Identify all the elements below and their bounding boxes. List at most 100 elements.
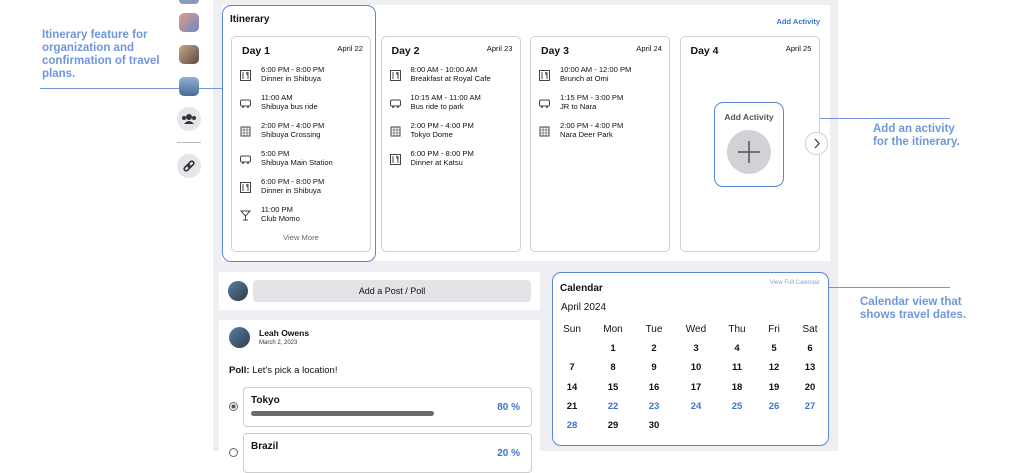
day-title: Day 3 <box>541 45 570 57</box>
avatar[interactable] <box>179 0 199 4</box>
item-time: 2:00 PM - 4:00 PM <box>261 121 325 130</box>
calendar-day[interactable]: 6 <box>807 343 813 354</box>
calendar-day[interactable]: 24 <box>690 400 702 412</box>
weekday: Fri <box>768 324 780 335</box>
calendar-day[interactable]: 7 <box>569 362 575 374</box>
item-time: 5:00 PM <box>261 149 290 158</box>
poll-option[interactable]: Tokyo 80 % <box>243 387 532 427</box>
add-activity-label: Add Activity <box>724 112 774 122</box>
radio[interactable] <box>229 448 238 457</box>
weekday: Mon <box>603 324 623 335</box>
weekday: Wed <box>685 324 707 335</box>
annotation: Add an activity for the itinerary. <box>873 123 960 148</box>
item-place: Bus ride to park <box>410 102 464 111</box>
view-more[interactable]: View More <box>283 233 319 242</box>
item-icon <box>240 152 251 164</box>
poll-card <box>219 320 540 451</box>
item-icon <box>539 96 550 108</box>
trip-thumb[interactable] <box>179 45 199 64</box>
item-place: JR to Nara <box>560 102 597 111</box>
option-name: Brazil <box>251 441 279 452</box>
poll-question: Let's pick a location! <box>252 365 338 376</box>
day-title: Day 2 <box>391 45 420 57</box>
day-date: April 24 <box>636 44 662 53</box>
item-time: 2:00 PM - 4:00 PM <box>560 121 624 130</box>
annotation-line <box>40 88 222 89</box>
item-time: 6:00 PM - 8:00 PM <box>410 149 474 158</box>
calendar-day[interactable]: 1 <box>610 343 616 354</box>
radio[interactable] <box>229 402 238 411</box>
item-icon <box>390 124 401 137</box>
item-time: 2:00 PM - 4:00 PM <box>410 121 474 130</box>
item-icon <box>240 180 251 193</box>
calendar-day[interactable]: 27 <box>804 400 816 412</box>
calendar-day[interactable]: 18 <box>731 381 743 393</box>
page: Itinerary feature for organization and c… <box>40 0 967 473</box>
calendar-day[interactable]: 12 <box>768 362 780 374</box>
item-place: Brunch at Omi <box>560 74 609 83</box>
calendar-day[interactable]: 13 <box>804 362 816 374</box>
calendar-day[interactable]: 2 <box>651 343 657 354</box>
item-icon <box>240 96 251 108</box>
item-time: 10:00 AM - 12:00 PM <box>560 65 632 74</box>
weekday: Thu <box>728 324 746 335</box>
calendar-day[interactable]: 25 <box>731 400 743 412</box>
calendar-day[interactable]: 4 <box>734 343 740 354</box>
item-icon <box>389 68 401 81</box>
add-activity-box[interactable] <box>714 102 784 187</box>
item-icon <box>539 68 550 81</box>
item-place: Dinner in Shibuya <box>261 74 321 83</box>
calendar-day[interactable]: 11 <box>731 362 743 374</box>
itinerary-title: Itinerary <box>230 14 270 25</box>
item-place: Club Momo <box>261 214 300 223</box>
calendar-day[interactable]: 29 <box>607 420 619 432</box>
day-card: Day 1 April 22 6:00 PM - 8:00 PM Dinner in … <box>231 36 371 252</box>
poll-option[interactable]: Brazil 20 % <box>243 433 532 473</box>
calendar-day[interactable]: 21 <box>566 400 578 412</box>
calendar-day[interactable]: 5 <box>771 343 777 354</box>
item-icon <box>240 124 251 137</box>
calendar-day[interactable]: 19 <box>768 381 780 393</box>
highlight-box <box>222 5 376 262</box>
add-activity-link[interactable]: Add Activity <box>776 17 820 26</box>
calendar-day[interactable]: 10 <box>690 362 702 374</box>
item-time: 11:00 PM <box>261 205 293 214</box>
day-date: April 23 <box>486 44 513 53</box>
weekday: Tue <box>645 324 663 335</box>
day-card: Day 2 April 23 8:00 AM - 10:00 AM Breakfast… <box>380 36 521 252</box>
link-button[interactable] <box>177 154 201 178</box>
calendar-day[interactable]: 15 <box>607 381 619 393</box>
post-input[interactable]: Add a Post / Poll <box>253 280 531 302</box>
calendar-day[interactable]: 20 <box>804 381 816 393</box>
day-date: April 22 <box>337 44 363 53</box>
calendar-day[interactable]: 14 <box>566 381 578 393</box>
calendar-day[interactable]: 16 <box>648 381 660 393</box>
item-time: 11:00 AM <box>261 93 293 102</box>
calendar-day[interactable]: 3 <box>693 343 699 354</box>
item-time: 1:15 PM - 3:00 PM <box>560 93 624 102</box>
day-title: Day 4 <box>690 45 719 57</box>
annotation-line <box>782 118 950 119</box>
calendar-day[interactable]: 30 <box>648 420 660 432</box>
item-icon <box>539 124 550 137</box>
calendar-day[interactable]: 9 <box>651 362 657 374</box>
calendar-link[interactable]: View Full Calendar <box>769 280 820 286</box>
item-icon <box>389 96 401 108</box>
trip-thumb[interactable] <box>179 77 199 96</box>
calendar-title: Calendar <box>560 283 603 294</box>
item-place: Dinner at Katsu <box>410 158 463 167</box>
calendar-day[interactable]: 8 <box>610 362 616 374</box>
calendar-day[interactable]: 28 <box>566 420 578 432</box>
group-button[interactable] <box>177 107 201 131</box>
annotation: Calendar view that shows travel dates. <box>860 296 967 321</box>
next-button[interactable] <box>805 132 828 155</box>
divider <box>177 142 201 143</box>
calendar-day[interactable]: 23 <box>648 400 660 412</box>
trip-thumb[interactable] <box>179 13 199 32</box>
calendar-day[interactable]: 17 <box>690 381 702 393</box>
item-time: 6:00 PM - 8:00 PM <box>261 177 325 186</box>
add-button[interactable] <box>727 130 771 174</box>
calendar-day[interactable]: 26 <box>768 400 780 412</box>
calendar-day[interactable]: 22 <box>607 400 619 412</box>
item-place: Nara Deer Park <box>560 130 613 139</box>
